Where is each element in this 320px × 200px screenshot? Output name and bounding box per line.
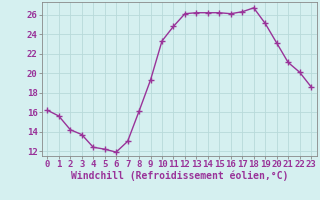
- X-axis label: Windchill (Refroidissement éolien,°C): Windchill (Refroidissement éolien,°C): [70, 171, 288, 181]
